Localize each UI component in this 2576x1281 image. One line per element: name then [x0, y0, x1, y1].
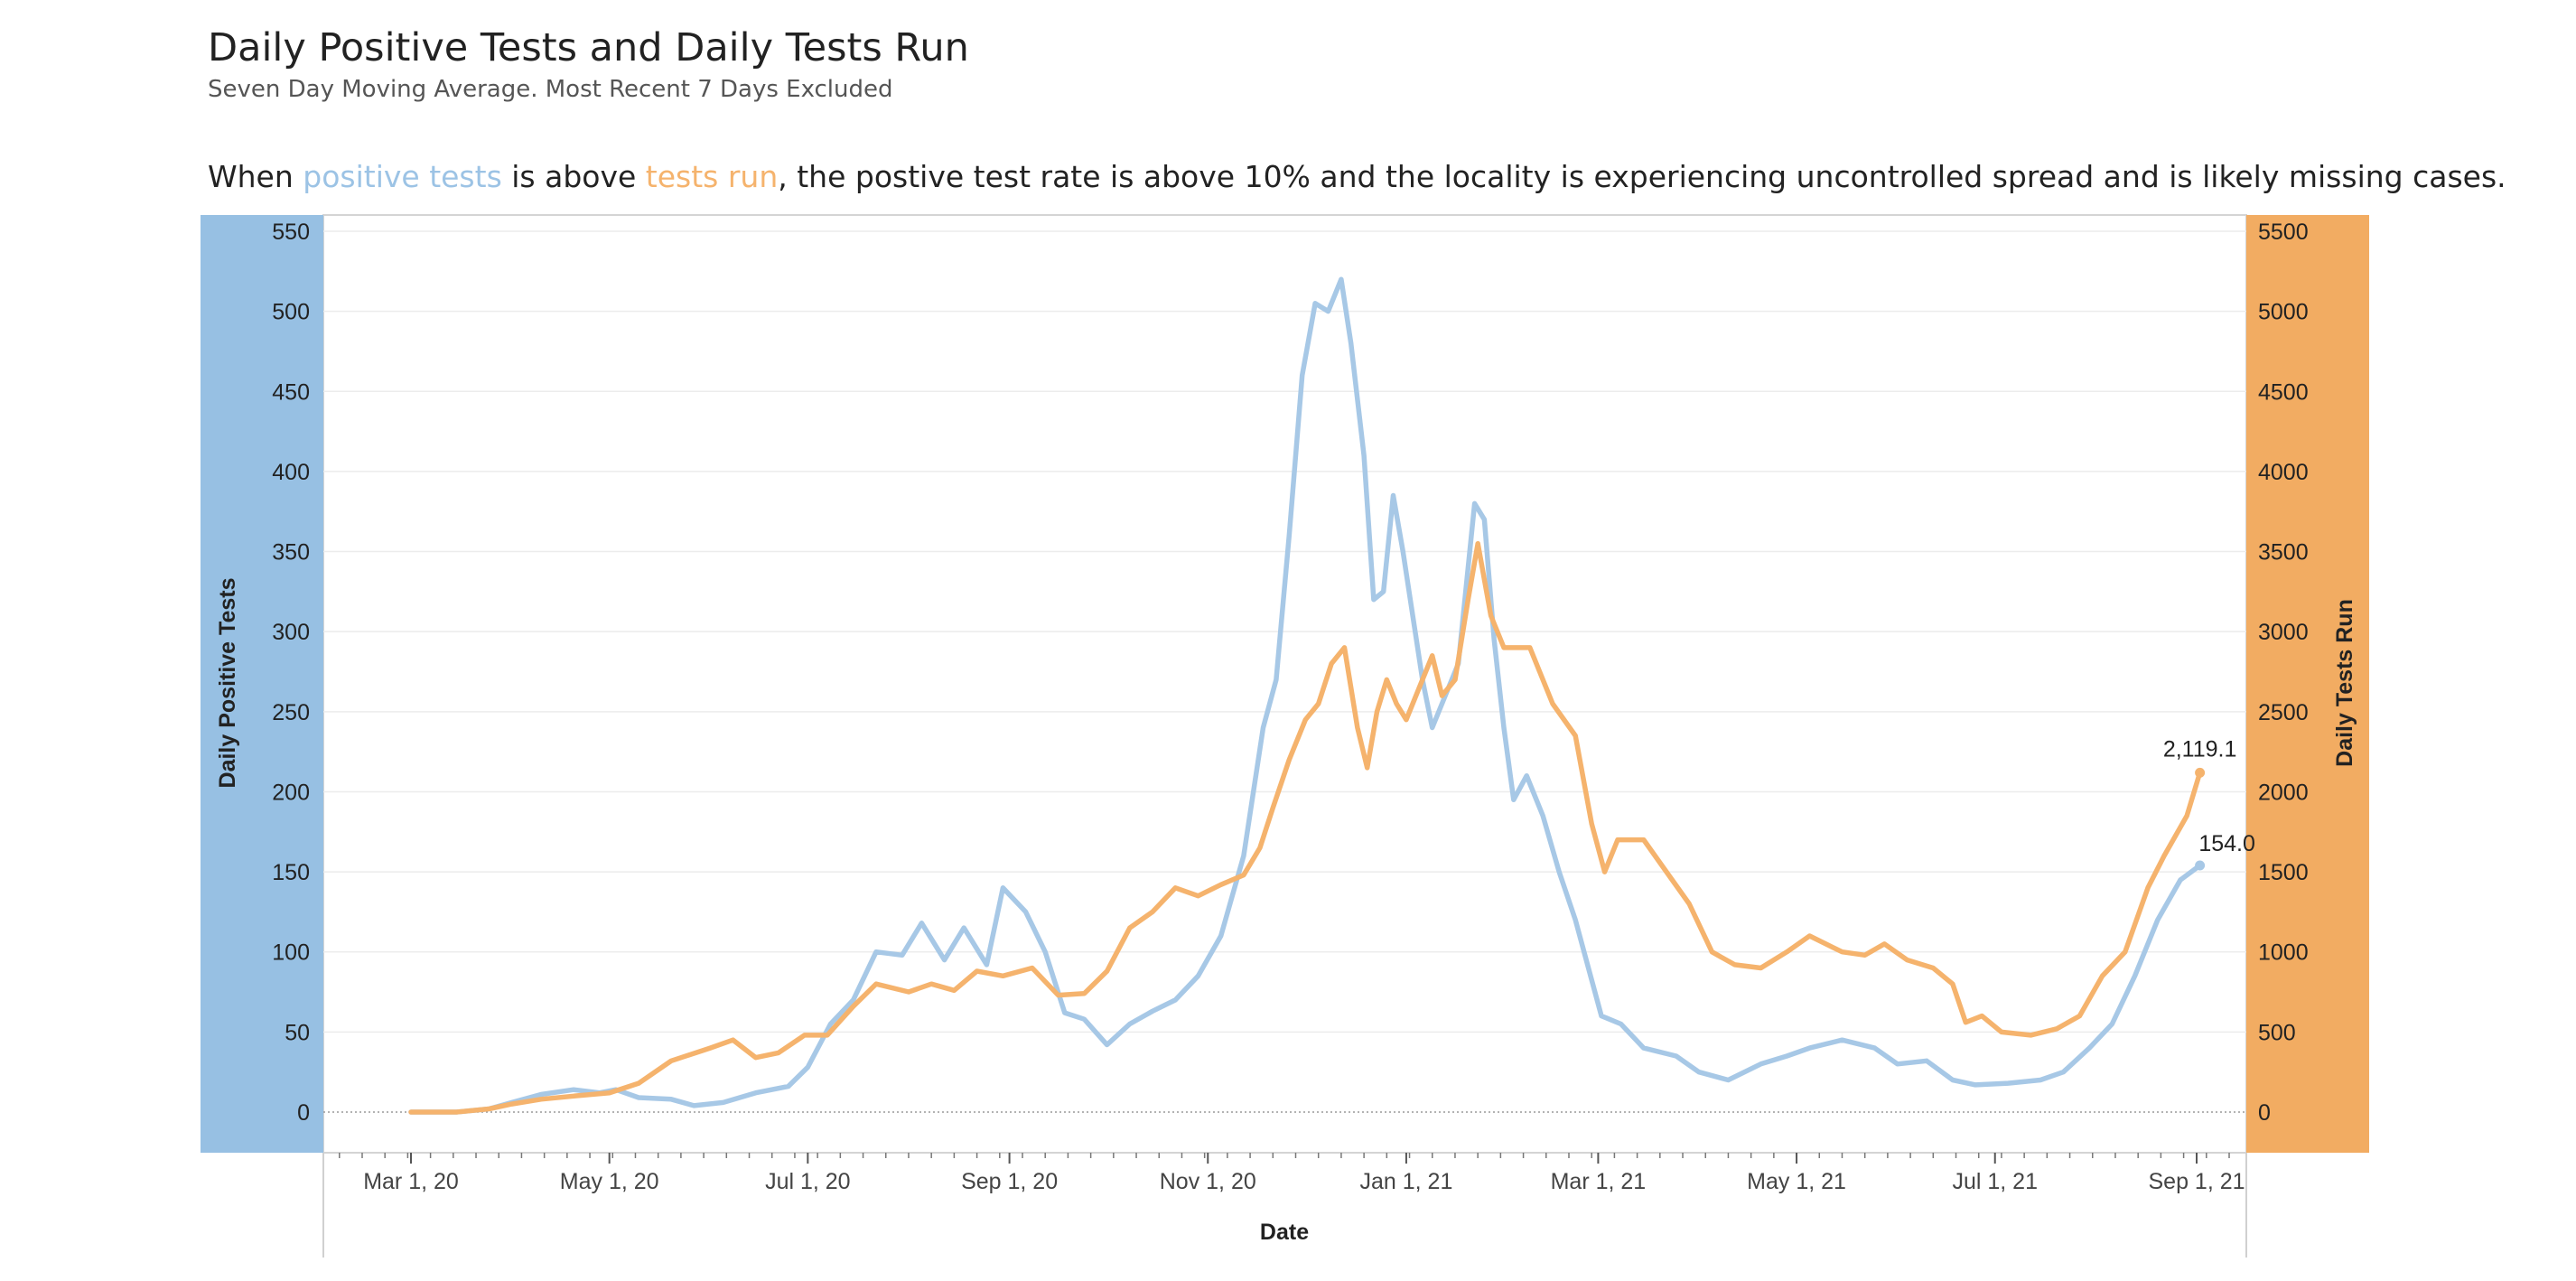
positive-tests-line — [408, 276, 2203, 1115]
right-tick-label: 4500 — [2258, 379, 2309, 405]
explanation-note: When positive tests is above tests run, … — [208, 159, 2506, 194]
right-tick-label: 0 — [2258, 1100, 2271, 1126]
right-tick-label: 5500 — [2258, 220, 2309, 245]
x-tick-label: May 1, 20 — [560, 1169, 659, 1194]
x-tick-label: Jan 1, 21 — [1360, 1169, 1453, 1194]
right-tick-label: 4000 — [2258, 460, 2309, 485]
right-tick-label: 500 — [2258, 1020, 2296, 1045]
left-tick-label: 50 — [285, 1020, 310, 1045]
x-tick-label: Jul 1, 21 — [1952, 1169, 2038, 1194]
plot-frame — [322, 214, 2247, 1154]
right-tick-label: 1000 — [2258, 940, 2309, 966]
tests-run-end-label: 2,119.1 — [2163, 736, 2237, 762]
right-tick-label: 1500 — [2258, 860, 2309, 885]
right-tick-label: 5000 — [2258, 300, 2309, 325]
left-tick-label: 150 — [272, 860, 310, 885]
left-tick-label: 100 — [272, 940, 310, 966]
left-tick-label: 400 — [272, 460, 310, 485]
note-middle: is above — [501, 159, 646, 194]
series-lines — [408, 276, 2206, 1115]
x-tick-label: Nov 1, 20 — [1160, 1169, 1256, 1194]
left-tick-label: 500 — [272, 300, 310, 325]
right-tick-label: 3500 — [2258, 540, 2309, 566]
right-tick-label: 3000 — [2258, 620, 2309, 645]
right-axis-band — [2246, 215, 2369, 1153]
x-tick-label: Sep 1, 21 — [2148, 1169, 2245, 1194]
x-tick-label: Mar 1, 21 — [1551, 1169, 1647, 1194]
right-tick-label: 2000 — [2258, 780, 2309, 805]
x-tick-label: Sep 1, 20 — [961, 1169, 1058, 1194]
left-tick-label: 300 — [272, 620, 310, 645]
x-axis-title: Date — [1260, 1220, 1309, 1245]
note-positive-tests-highlight: positive tests — [303, 159, 502, 194]
tests-run-line — [408, 540, 2203, 1115]
left-axis-title: Daily Positive Tests — [215, 578, 240, 789]
positive-tests-end-label: 154.0 — [2198, 831, 2255, 856]
right-axis-title: Daily Tests Run — [2332, 599, 2357, 767]
x-tick-label: Jul 1, 20 — [765, 1169, 851, 1194]
left-axis-ticks: 0 50 100 150 200 250 300 350 400 450 500 550 — [272, 220, 310, 1126]
left-tick-label: 0 — [297, 1100, 310, 1126]
series-end-labels: 154.0 2,119.1 — [2163, 736, 2255, 856]
left-tick-label: 550 — [272, 220, 310, 245]
right-tick-label: 2500 — [2258, 700, 2309, 725]
note-suffix: , the postive test rate is above 10% and… — [778, 159, 2506, 194]
x-axis: Mar 1, 20 May 1, 20 Jul 1, 20 Sep 1, 20 Nov … — [322, 1153, 2247, 1258]
left-axis-band — [201, 215, 323, 1153]
left-tick-label: 450 — [272, 379, 310, 405]
note-prefix: When — [208, 159, 303, 194]
left-tick-label: 350 — [272, 540, 310, 566]
plot-background — [322, 214, 2247, 1154]
tests-run-end-point — [2195, 767, 2206, 778]
x-tick-label: Mar 1, 20 — [363, 1169, 459, 1194]
chart-title: Daily Positive Tests and Daily Tests Run — [208, 25, 969, 70]
right-axis-ticks: 0 500 1000 1500 2000 2500 3000 3500 4000 4500 5000… — [2258, 220, 2309, 1126]
positive-tests-end-point — [2195, 860, 2206, 871]
gridlines — [323, 230, 2246, 1113]
left-tick-label: 250 — [272, 700, 310, 725]
note-tests-run-highlight: tests run — [645, 159, 779, 194]
left-tick-label: 200 — [272, 780, 310, 805]
x-tick-label: May 1, 21 — [1747, 1169, 1846, 1194]
chart-subtitle: Seven Day Moving Average. Most Recent 7 … — [208, 76, 893, 103]
